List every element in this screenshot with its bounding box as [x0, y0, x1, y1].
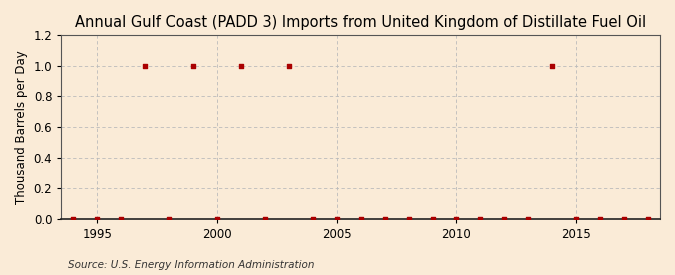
Point: [643, 216, 653, 221]
Point: [140, 64, 151, 68]
Point: [284, 64, 294, 68]
Point: [331, 216, 342, 221]
Title: Annual Gulf Coast (PADD 3) Imports from United Kingdom of Distillate Fuel Oil: Annual Gulf Coast (PADD 3) Imports from …: [75, 15, 646, 30]
Point: [307, 216, 318, 221]
Point: [116, 216, 127, 221]
Point: [211, 216, 222, 221]
Point: [451, 216, 462, 221]
Point: [44, 216, 55, 221]
Point: [68, 216, 79, 221]
Point: [595, 216, 605, 221]
Point: [523, 216, 534, 221]
Point: [259, 216, 270, 221]
Point: [403, 216, 414, 221]
Point: [236, 64, 246, 68]
Point: [547, 64, 558, 68]
Point: [188, 64, 198, 68]
Point: [475, 216, 486, 221]
Point: [427, 216, 438, 221]
Point: [92, 216, 103, 221]
Text: Source: U.S. Energy Information Administration: Source: U.S. Energy Information Administ…: [68, 260, 314, 270]
Point: [355, 216, 366, 221]
Point: [379, 216, 390, 221]
Point: [571, 216, 582, 221]
Point: [499, 216, 510, 221]
Point: [164, 216, 175, 221]
Point: [619, 216, 630, 221]
Y-axis label: Thousand Barrels per Day: Thousand Barrels per Day: [15, 50, 28, 204]
